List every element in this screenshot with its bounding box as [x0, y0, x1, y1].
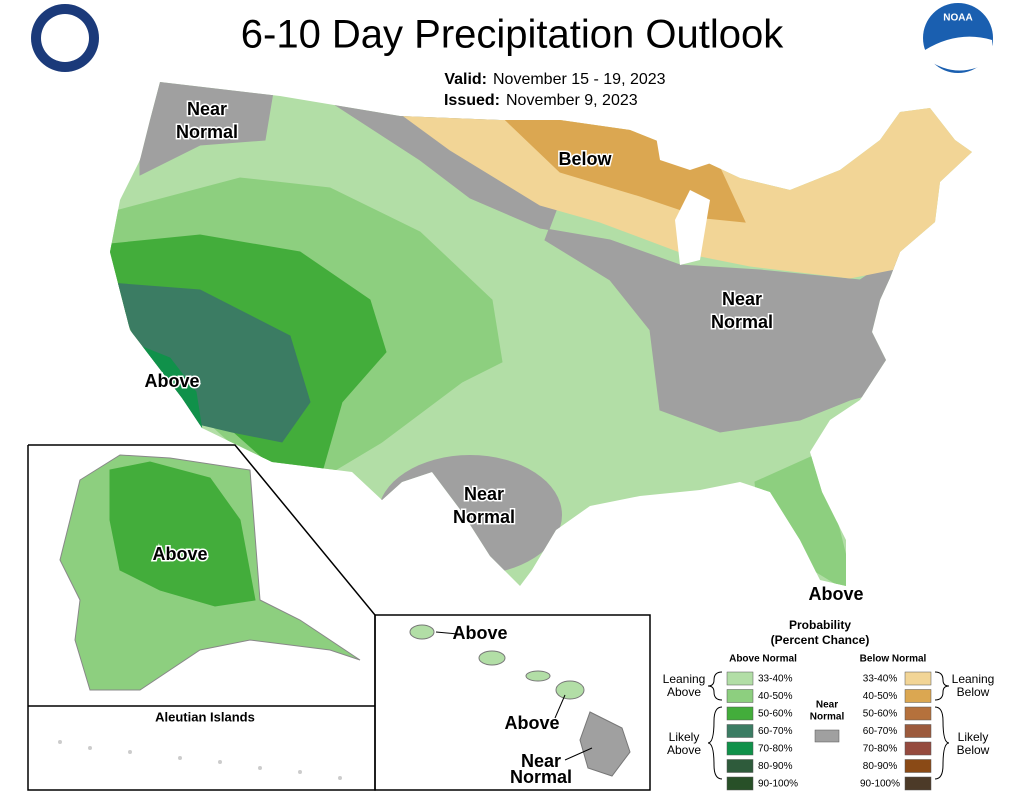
- bracket: [707, 671, 723, 780]
- region-label: Below: [558, 149, 612, 169]
- pointer: [564, 747, 593, 761]
- swatch: [726, 671, 754, 686]
- group-label: Likely: [669, 730, 700, 744]
- lake: [675, 190, 710, 265]
- island: [525, 670, 551, 682]
- aleutian-islands: [58, 740, 342, 780]
- bin-label: 40-50%: [758, 691, 793, 702]
- bracket: [934, 671, 950, 780]
- region-label: Near: [464, 484, 504, 504]
- noaa-wave: [925, 36, 992, 71]
- inset-title: Aleutian Islands: [155, 709, 255, 724]
- bin-label: 60-70%: [758, 726, 793, 737]
- legend-title: Probability: [789, 618, 851, 632]
- bin-label: 50-60%: [758, 709, 793, 720]
- swatch: [904, 724, 932, 738]
- pointer: [435, 631, 459, 635]
- swatch: [904, 741, 932, 756]
- above-heading: Above Normal: [729, 654, 797, 665]
- group-label: Likely: [958, 730, 989, 744]
- island: [409, 624, 435, 640]
- region-label: Above: [808, 584, 863, 604]
- group-label: Below: [957, 685, 990, 699]
- swatch: [904, 759, 932, 773]
- swatch: [904, 776, 932, 791]
- issued-label: Issued:: [444, 92, 500, 109]
- logo-text: NOAA: [943, 13, 972, 24]
- below-heading: Below Normal: [860, 654, 927, 665]
- hawaii: [409, 624, 631, 777]
- swatch: [904, 706, 932, 721]
- bin-label: 70-80%: [758, 744, 793, 755]
- legend: Probability (Percent Chance) Above Norma…: [663, 618, 995, 791]
- near-label: Normal: [810, 712, 845, 723]
- bin-label: 33-40%: [863, 674, 898, 685]
- bin-label: 70-80%: [863, 744, 898, 755]
- region-label: Above: [504, 713, 559, 733]
- region-label: Near: [722, 289, 762, 309]
- pointer: [554, 694, 566, 719]
- swatch: [726, 724, 754, 738]
- region-label: Above: [452, 623, 507, 643]
- region-label: Normal: [711, 312, 773, 332]
- alaska-outline: [59, 454, 361, 691]
- alaska: [60, 455, 360, 690]
- bin-label: 90-100%: [758, 779, 798, 790]
- bin-label: 40-50%: [863, 691, 898, 702]
- swatch: [726, 776, 754, 791]
- region-label: Near: [187, 99, 227, 119]
- swatch: [726, 741, 754, 756]
- region-label: Normal: [176, 122, 238, 142]
- title: 6-10 Day Precipitation Outlook: [241, 13, 785, 57]
- labels: NearNormalBelowNearNormalNearNormalAbove…: [143, 97, 865, 788]
- bin-label: 33-40%: [758, 674, 793, 685]
- island: [478, 650, 506, 666]
- bin-label: 50-60%: [863, 709, 898, 720]
- region-label: Normal: [453, 507, 515, 527]
- swatch: [726, 759, 754, 773]
- bin-label: 90-100%: [860, 779, 900, 790]
- island: [579, 711, 631, 777]
- region-label: Near: [521, 751, 561, 771]
- group-label: Above: [667, 685, 701, 699]
- swatch: [814, 729, 840, 743]
- swatch: [726, 706, 754, 721]
- swatch: [904, 689, 932, 703]
- group-label: Below: [957, 743, 990, 757]
- bin-label: 80-90%: [863, 761, 898, 772]
- valid-dates: November 15 - 19, 2023: [493, 71, 666, 88]
- swatch: [726, 689, 754, 703]
- doc-seal-inner: [41, 14, 89, 62]
- legend-subtitle: (Percent Chance): [771, 633, 870, 647]
- group-label: Above: [667, 743, 701, 757]
- likely-above: [109, 461, 256, 607]
- bin-label: 60-70%: [863, 726, 898, 737]
- region-label: Normal: [510, 767, 572, 787]
- issued-date: November 9, 2023: [506, 92, 638, 109]
- near-label: Near: [816, 700, 838, 711]
- region-label: Above: [144, 371, 199, 391]
- group-label: Leaning: [663, 672, 706, 686]
- island: [555, 680, 585, 700]
- group-label: Leaning: [952, 672, 995, 686]
- valid-label: Valid:: [444, 71, 487, 88]
- swatch: [904, 671, 932, 686]
- hawaii-frame: [374, 614, 651, 791]
- region-label: Above: [152, 544, 207, 564]
- lake: [655, 130, 720, 170]
- bin-label: 80-90%: [758, 761, 793, 772]
